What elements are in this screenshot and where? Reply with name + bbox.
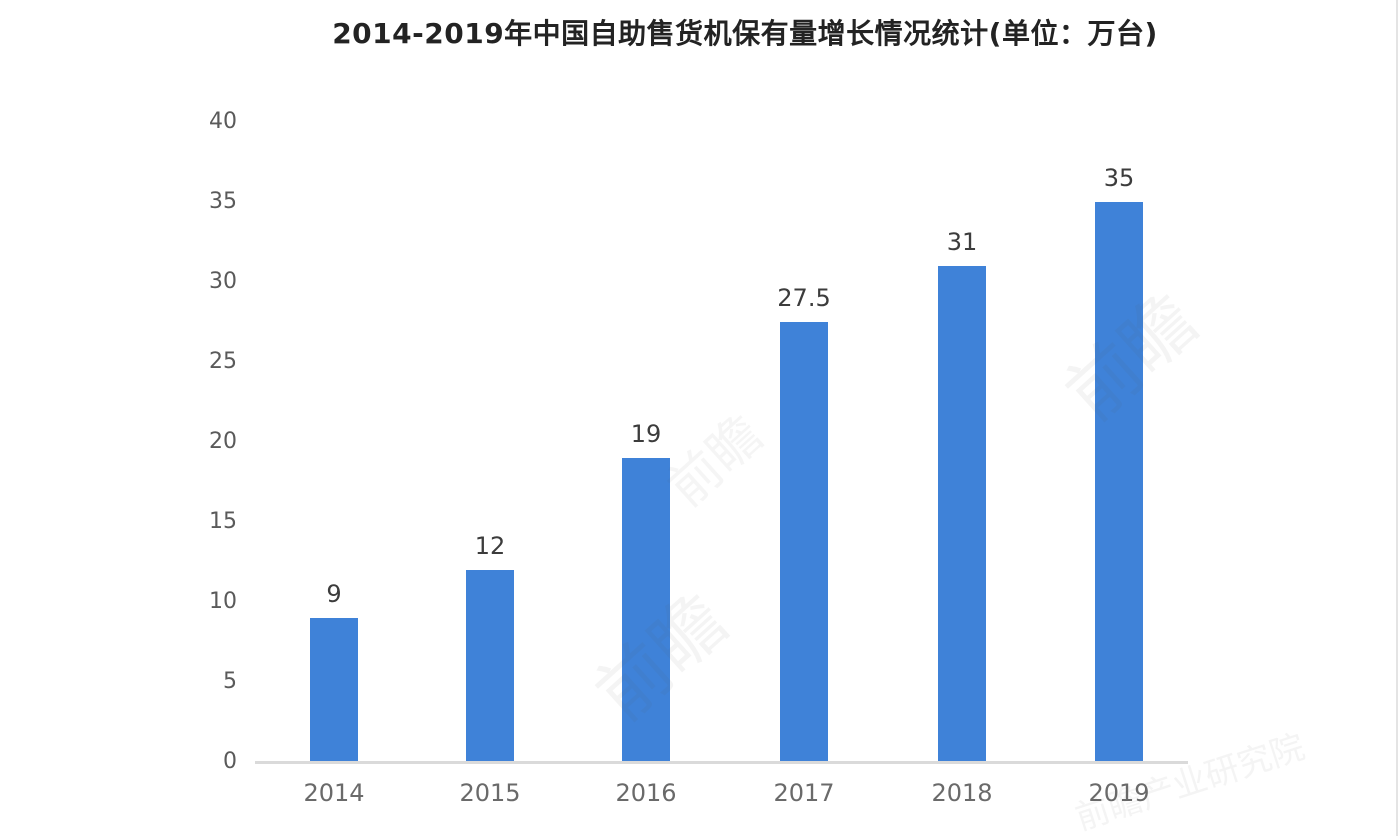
y-axis-tick-label: 30: [209, 269, 237, 294]
y-axis-tick-label: 20: [209, 429, 237, 454]
page-edge-divider: [1396, 0, 1398, 836]
y-axis-tick-label: 15: [209, 509, 237, 534]
y-axis-tick-label: 5: [223, 669, 237, 694]
x-axis-tick-label: 2015: [459, 779, 521, 807]
y-axis-tick-label: 0: [223, 749, 237, 774]
y-axis-tick-label: 40: [209, 109, 237, 134]
bar-value-label: 31: [946, 228, 978, 256]
bar-value-label: 12: [474, 532, 506, 560]
bar-2016: [622, 458, 670, 762]
x-axis-line: [255, 761, 1188, 764]
y-axis-tick-label: 35: [209, 189, 237, 214]
bar-value-label: 19: [630, 420, 662, 448]
bar-2014: [310, 618, 358, 762]
bar-2015: [466, 570, 514, 762]
bar-value-label: 9: [326, 580, 342, 608]
x-axis-tick-label: 2019: [1088, 779, 1150, 807]
bar-2017: [780, 322, 828, 762]
x-axis-tick-label: 2014: [303, 779, 365, 807]
chart-title: 2014-2019年中国自助售货机保有量增长情况统计(单位：万台): [332, 17, 1158, 50]
x-axis-tick-label: 2018: [931, 779, 993, 807]
y-axis-tick-label: 10: [209, 589, 237, 614]
bar-2019: [1095, 202, 1143, 762]
bar-value-label: 27.5: [777, 284, 831, 312]
bar-2018: [938, 266, 986, 762]
bar-value-label: 35: [1103, 164, 1135, 192]
x-axis-tick-label: 2016: [615, 779, 677, 807]
y-axis-tick-label: 25: [209, 349, 237, 374]
x-axis-tick-label: 2017: [773, 779, 835, 807]
